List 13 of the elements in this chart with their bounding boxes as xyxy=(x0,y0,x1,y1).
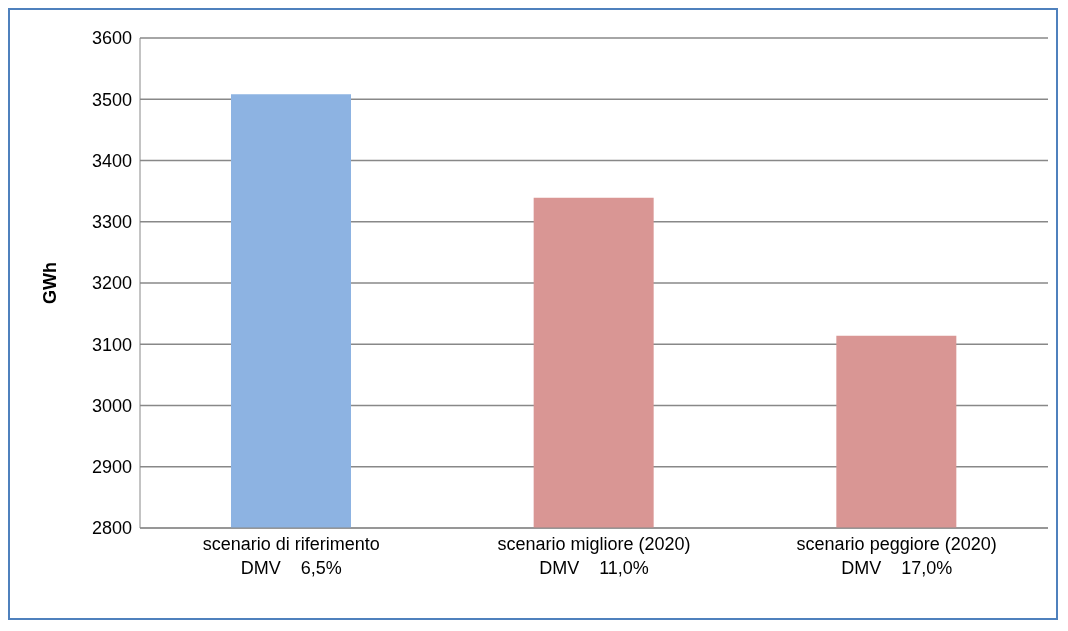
y-tick-label: 3100 xyxy=(91,334,132,355)
x-tick-label: scenario di riferimento DMV 6,5% xyxy=(202,534,380,578)
y-tick-label: 3600 xyxy=(91,28,132,49)
y-tick-label: 2900 xyxy=(91,457,132,478)
y-tick-label: 3000 xyxy=(91,395,132,416)
y-tick-label: 2800 xyxy=(91,518,132,539)
y-tick-label: 3200 xyxy=(91,273,132,294)
y-tick-label: 3300 xyxy=(91,212,132,233)
y-tick-label: 3500 xyxy=(91,89,132,110)
y-tick-label: 3400 xyxy=(91,150,132,171)
x-tick-label: scenario migliore (2020) DMV 11,0% xyxy=(497,534,691,578)
x-tick-label: scenario peggiore (2020) DMV 17,0% xyxy=(796,534,997,578)
y-axis-title: GWh xyxy=(40,262,61,304)
